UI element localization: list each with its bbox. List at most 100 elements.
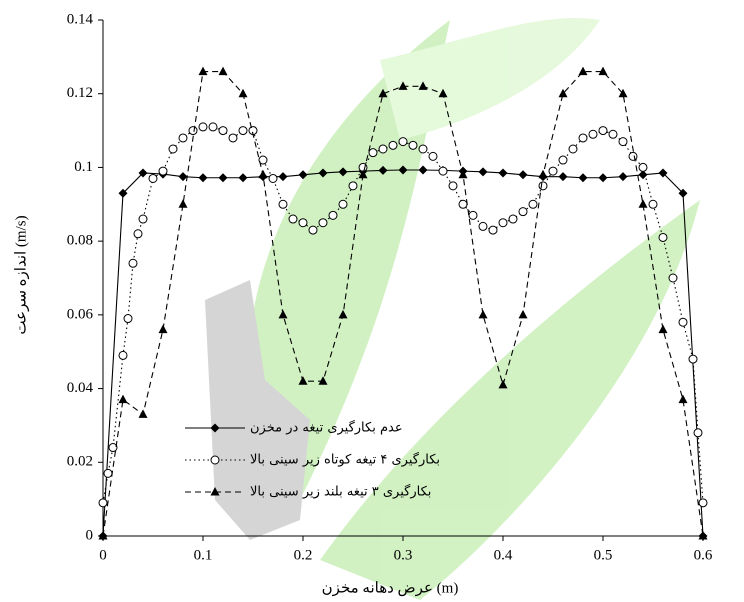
circle-marker <box>329 211 337 219</box>
circle-marker <box>289 215 297 223</box>
circle-marker <box>459 200 467 208</box>
y-tick-label: 0.04 <box>67 380 94 396</box>
triangle-marker <box>599 67 608 76</box>
diamond-marker <box>499 168 508 177</box>
watermark <box>205 18 700 600</box>
circle-marker <box>269 174 277 182</box>
circle-marker <box>679 318 687 326</box>
circle-marker <box>559 156 567 164</box>
circle-marker <box>134 230 142 238</box>
y-tick-label: 0.02 <box>67 454 93 470</box>
circle-marker <box>519 208 527 216</box>
circle-marker <box>129 259 137 267</box>
diamond-marker <box>519 170 528 179</box>
circle-marker <box>149 174 157 182</box>
circle-marker <box>669 274 677 282</box>
x-tick-label: 0.1 <box>194 547 213 563</box>
y-tick-label: 0.1 <box>74 159 93 175</box>
circle-marker <box>539 182 547 190</box>
circle-marker <box>599 127 607 135</box>
y-tick-label: 0 <box>86 527 94 543</box>
circle-marker <box>529 200 537 208</box>
triangle-marker <box>159 325 168 334</box>
diamond-marker <box>239 173 248 182</box>
triangle-marker <box>139 409 148 418</box>
triangle-marker <box>219 67 228 76</box>
circle-marker <box>319 219 327 227</box>
circle-marker <box>339 200 347 208</box>
circle-marker <box>159 167 167 175</box>
diamond-marker <box>479 167 488 176</box>
circle-marker <box>629 152 637 160</box>
circle-marker <box>99 499 107 507</box>
circle-marker <box>104 469 112 477</box>
x-tick-label: 0 <box>99 547 107 563</box>
circle-marker <box>579 134 587 142</box>
circle-marker <box>549 167 557 175</box>
circle-marker <box>569 145 577 153</box>
diamond-marker <box>619 172 628 181</box>
circle-marker <box>499 219 507 227</box>
circle-marker <box>279 200 287 208</box>
circle-marker <box>449 182 457 190</box>
diamond-marker <box>579 173 588 182</box>
diamond-marker <box>279 172 288 181</box>
y-tick-label: 0.06 <box>67 306 94 322</box>
diamond-marker <box>199 173 208 182</box>
circle-marker <box>389 141 397 149</box>
circle-marker <box>124 315 132 323</box>
legend-label: بکارگیری ۳ تیغه بلند زیر سینی بالا <box>250 484 431 500</box>
triangle-marker <box>479 310 488 319</box>
legend-label: بکارگیری ۴ تیغه کوتاه زیر سینی بالا <box>250 452 440 468</box>
triangle-marker <box>259 170 268 179</box>
x-tick-label: 0.2 <box>294 547 313 563</box>
circle-marker <box>689 355 697 363</box>
circle-marker <box>469 211 477 219</box>
circle-marker <box>409 141 417 149</box>
circle-marker <box>399 138 407 146</box>
circle-marker <box>219 127 227 135</box>
triangle-marker <box>519 310 528 319</box>
circle-marker <box>659 233 667 241</box>
circle-marker <box>609 130 617 138</box>
diamond-marker <box>559 172 568 181</box>
circle-marker <box>109 444 117 452</box>
circle-marker <box>694 429 702 437</box>
y-tick-label: 0.08 <box>67 233 93 249</box>
circle-marker <box>379 145 387 153</box>
circle-marker <box>479 222 487 230</box>
circle-marker <box>139 215 147 223</box>
chart: اندازه سرعت (m/s) عرض دهانه مخزن (m) 0 0.… <box>0 0 744 602</box>
circle-marker <box>199 123 207 131</box>
triangle-marker <box>639 199 648 208</box>
triangle-marker <box>179 199 188 208</box>
x-tick-label: 0.4 <box>494 547 513 563</box>
x-tick-label: 0.6 <box>694 547 713 563</box>
circle-marker <box>509 215 517 223</box>
circle-marker <box>169 145 177 153</box>
y-tick-label: 0.14 <box>67 11 94 27</box>
y-axis-title: اندازه سرعت (m/s) <box>13 215 29 334</box>
circle-marker <box>429 152 437 160</box>
x-axis-title: عرض دهانه مخزن (m) <box>322 580 459 596</box>
triangle-marker <box>679 395 688 404</box>
circle-marker <box>119 351 127 359</box>
circle-marker <box>619 138 627 146</box>
circle-marker <box>349 182 357 190</box>
circle-marker <box>211 456 219 464</box>
circle-marker <box>589 130 597 138</box>
circle-marker <box>229 134 237 142</box>
legend-label: عدم بکارگیری تیغه در مخزن <box>250 420 403 436</box>
circle-marker <box>179 134 187 142</box>
circle-marker <box>369 149 377 157</box>
circle-marker <box>419 145 427 153</box>
triangle-marker <box>579 67 588 76</box>
circle-marker <box>699 499 707 507</box>
y-tick-label: 0.12 <box>67 85 93 101</box>
circle-marker <box>189 127 197 135</box>
triangle-marker <box>119 395 128 404</box>
x-tick-label: 0.3 <box>394 547 413 563</box>
triangle-marker <box>659 325 668 334</box>
circle-marker <box>489 226 497 234</box>
diamond-marker <box>419 166 428 175</box>
